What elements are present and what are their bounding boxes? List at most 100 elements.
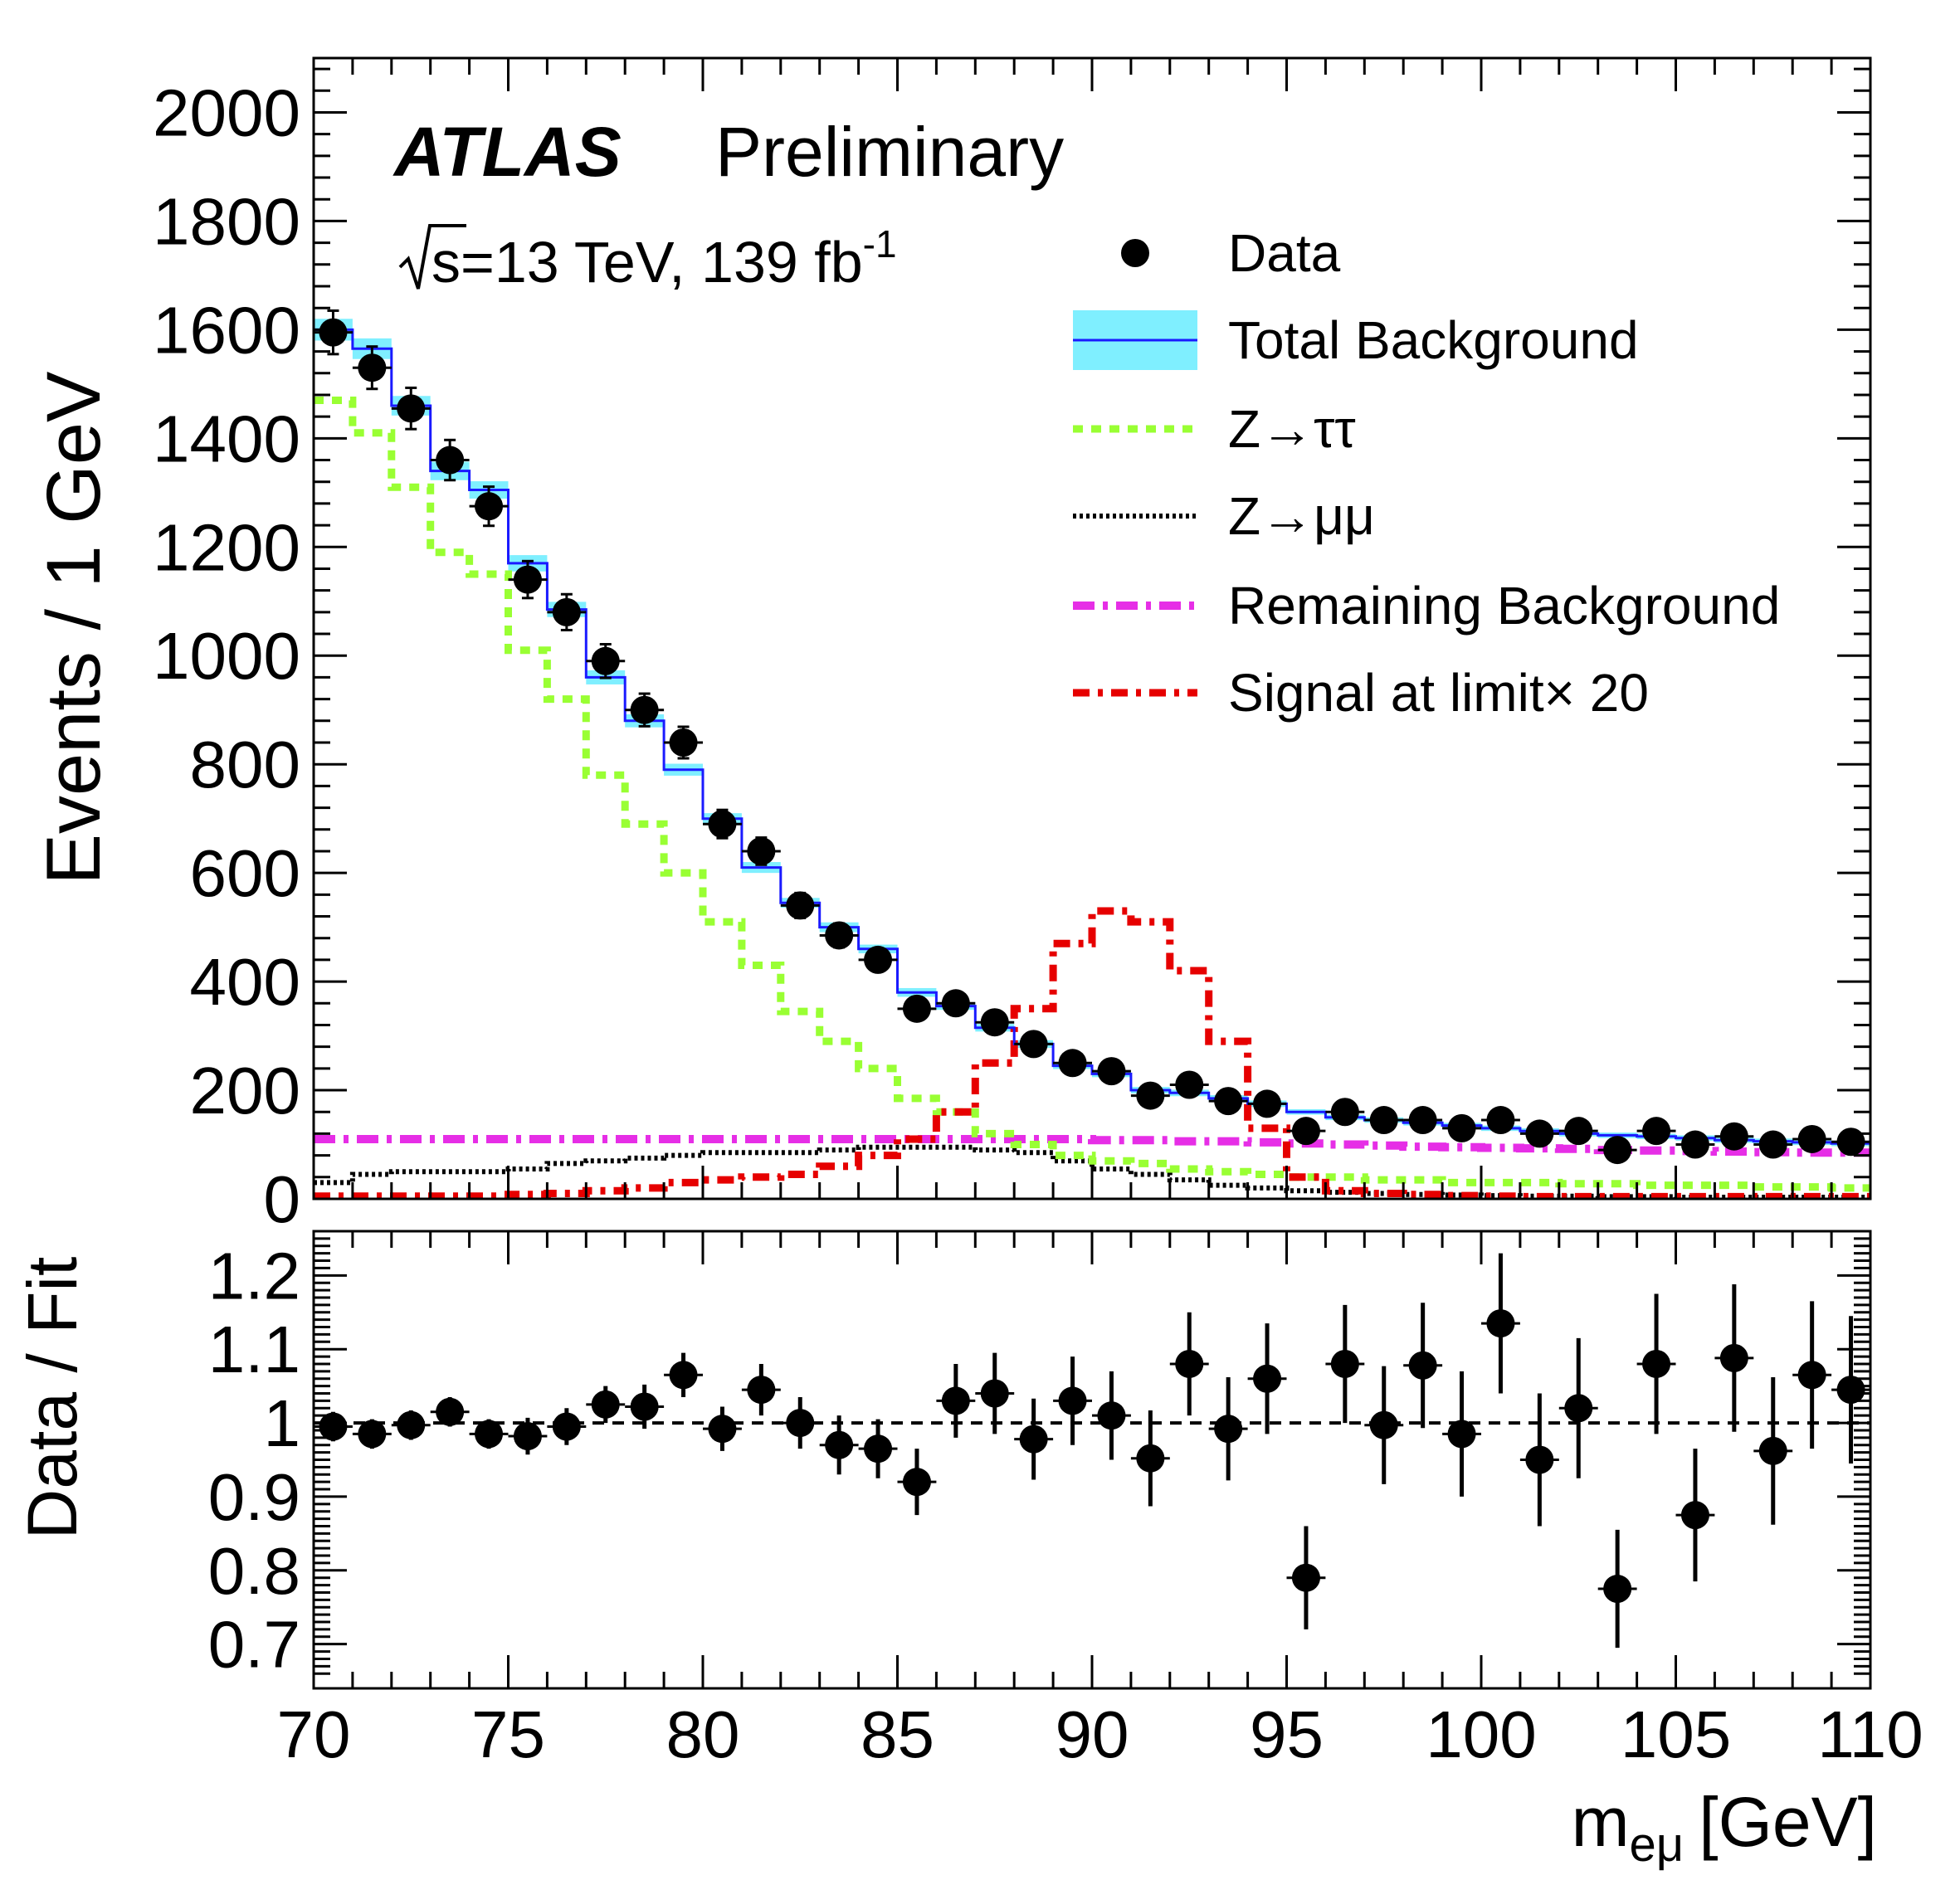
data-marker	[1603, 1136, 1632, 1165]
ratio-point	[1130, 1410, 1170, 1507]
x-tick-label: 70	[277, 1697, 351, 1771]
sqrt-symbol-icon	[398, 224, 466, 290]
data-point	[352, 345, 392, 391]
ratio-marker	[1175, 1349, 1204, 1378]
energy-lumi-superscript: -1	[863, 222, 897, 265]
data-point	[1247, 1089, 1287, 1118]
ratio-marker	[1214, 1415, 1243, 1444]
main-ticks-group	[312, 58, 1872, 1201]
ratio-point	[1053, 1356, 1092, 1445]
ratio-point	[1325, 1304, 1365, 1424]
data-point	[1286, 1117, 1326, 1146]
ratio-point	[508, 1417, 548, 1455]
x-tick-label: 100	[1426, 1697, 1536, 1771]
x-tick-label: 85	[861, 1697, 934, 1771]
data-point	[1053, 1049, 1092, 1078]
remaining-background-line	[314, 1135, 1870, 1157]
ratio-y-tick-label: 0.9	[208, 1460, 300, 1534]
data-point	[819, 921, 859, 950]
ratio-panel: 0.70.80.911.11.2 70 75 80 85 90 95 100 105 110 D…	[13, 1230, 1923, 1872]
ratio-marker	[786, 1409, 815, 1438]
ratio-marker	[630, 1392, 659, 1421]
data-marker	[786, 891, 815, 920]
main-y-tick-label: 400	[190, 945, 300, 1019]
legend: Data Total Background Z→ττ Z→μμ Remaining Ba…	[1073, 223, 1780, 723]
ratio-marker	[1525, 1445, 1554, 1474]
x-tick-label: 105	[1621, 1697, 1731, 1771]
legend-entry: Z→μμ	[1073, 486, 1375, 546]
total-background-line	[314, 328, 1870, 1145]
main-y-tick-label: 1800	[153, 184, 300, 258]
ratio-marker	[1019, 1425, 1048, 1454]
ratio-marker	[980, 1379, 1009, 1408]
data-marker	[902, 994, 931, 1023]
data-marker	[1291, 1117, 1320, 1146]
data-marker	[1797, 1124, 1826, 1153]
data-point	[1481, 1106, 1520, 1135]
main-y-tick-labels: 0 200 400 600 800 1000 1200 1400 1600 1800 2000	[153, 75, 300, 1236]
ratio-marker	[747, 1376, 776, 1405]
x-tick-label: 80	[666, 1697, 740, 1771]
data-point	[1753, 1130, 1793, 1159]
ratio-point	[1519, 1393, 1559, 1527]
ratio-point	[1014, 1398, 1054, 1480]
x-axis-label-main: m	[1572, 1783, 1630, 1861]
data-marker	[825, 921, 854, 950]
ratio-marker	[1369, 1410, 1398, 1439]
data-point	[430, 438, 470, 482]
legend-label: Signal at limit× 20	[1228, 663, 1649, 723]
ratio-point	[1481, 1253, 1520, 1394]
ratio-point	[664, 1352, 703, 1397]
ratio-point	[975, 1352, 1015, 1434]
data-marker	[864, 945, 893, 974]
ratio-y-tick-labels: 0.70.80.911.11.2	[208, 1239, 300, 1681]
data-point	[1325, 1098, 1365, 1127]
data-point	[975, 1008, 1015, 1037]
data-marker	[980, 1008, 1009, 1037]
main-y-tick-label: 600	[190, 836, 300, 910]
ratio-marker	[1253, 1364, 1282, 1393]
main-y-tick-label: 1000	[153, 619, 300, 693]
ratio-point	[469, 1419, 509, 1449]
data-point	[314, 309, 353, 356]
data-marker	[747, 836, 776, 865]
ratio-point	[547, 1408, 587, 1445]
ratio-marker	[708, 1415, 737, 1444]
ratio-marker	[1836, 1376, 1865, 1405]
ratio-point	[1092, 1371, 1131, 1460]
data-marker	[708, 810, 737, 839]
data-point	[1597, 1136, 1637, 1165]
legend-label: Total Background	[1228, 310, 1639, 370]
ratio-point	[1247, 1323, 1287, 1434]
data-point	[1092, 1057, 1131, 1086]
x-axis-label: meμ [GeV]	[1572, 1783, 1877, 1872]
ratio-point	[586, 1386, 626, 1424]
main-y-tick-label: 1200	[153, 510, 300, 584]
data-point	[1519, 1119, 1559, 1148]
data-marker	[1642, 1117, 1671, 1146]
ratio-marker	[1642, 1349, 1671, 1378]
ratio-point	[741, 1363, 781, 1416]
ratio-marker	[319, 1412, 348, 1441]
ratio-y-tick-label: 1	[264, 1386, 301, 1460]
legend-entry: Z→ττ	[1073, 399, 1356, 459]
data-point	[936, 989, 976, 1018]
ratio-point	[391, 1410, 431, 1440]
main-y-axis-label: Events / 1 GeV	[32, 372, 116, 885]
main-y-tick-label: 200	[190, 1054, 300, 1128]
ratio-marker	[475, 1420, 504, 1449]
ratio-marker	[1447, 1420, 1476, 1449]
data-point	[741, 836, 781, 866]
data-marker	[436, 446, 465, 475]
data-point	[703, 808, 742, 840]
ratio-plot-area	[314, 1231, 1870, 1688]
ratio-y-tick-label: 0.8	[208, 1534, 300, 1608]
ratio-point	[936, 1363, 976, 1438]
ratio-point	[780, 1396, 820, 1449]
energy-lumi-text: s=13 TeV, 139 fb	[431, 230, 863, 295]
main-y-tick-label: 1400	[153, 402, 300, 475]
legend-entry: Signal at limit× 20	[1073, 663, 1649, 723]
ratio-marker	[1486, 1309, 1515, 1338]
data-marker	[1525, 1119, 1554, 1148]
